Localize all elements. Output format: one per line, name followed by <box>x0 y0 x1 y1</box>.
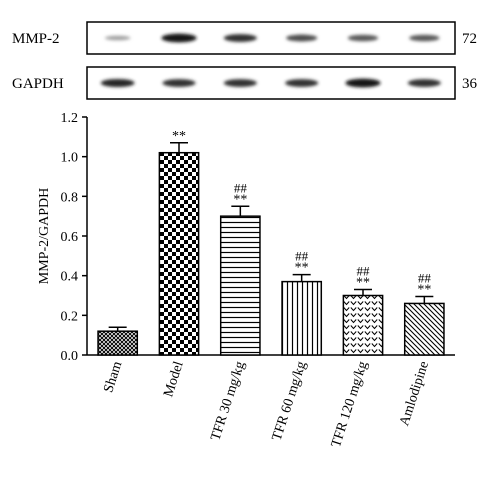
y-tick-label: 0.6 <box>61 230 79 245</box>
x-tick-label: Model <box>161 360 187 400</box>
bar-4 <box>342 294 384 356</box>
blot-frame-gapdh <box>86 66 456 100</box>
bar-2 <box>219 215 261 356</box>
blot-panel-mmp2: MMP-2 72 <box>12 21 477 55</box>
y-tick-label: 1.0 <box>61 151 79 166</box>
y-tick-label: 0.8 <box>61 190 79 205</box>
bar-0 <box>97 330 139 356</box>
blot-band <box>104 35 131 41</box>
blot-band <box>345 78 381 88</box>
blot-frame-mmp2 <box>86 21 456 55</box>
blot-band <box>162 79 196 87</box>
blot-panel-gapdh: GAPDH 36 <box>12 66 478 100</box>
significance-vs-sham: ** <box>417 282 431 297</box>
y-axis-ticks: 0.0 0.2 0.4 0.6 0.8 1.0 1.2 <box>61 111 87 364</box>
x-tick-label: Amlodipine <box>397 360 432 428</box>
y-tick-label: 1.2 <box>61 111 79 126</box>
significance-vs-model: ## <box>357 264 371 279</box>
y-axis-label: MMP-2/GAPDH <box>37 188 52 284</box>
blot-bands-mmp2 <box>104 33 440 43</box>
blot-band <box>161 33 197 43</box>
bar-chart: MMP-2/GAPDH 0.00.20.40.60.81.01.2 ****##… <box>37 111 455 449</box>
bar-series: ****##**##**##**## <box>97 129 445 356</box>
x-tick-label: Sham <box>101 359 125 394</box>
blot-band <box>285 79 319 87</box>
x-tick-label: TFR 120 mg/kg <box>329 360 371 450</box>
blot-bands-gapdh <box>100 78 441 88</box>
blot-band <box>286 34 318 42</box>
bar-3 <box>281 280 323 356</box>
blot-band <box>100 78 135 88</box>
blot-band <box>347 34 379 42</box>
blot-band <box>407 79 441 87</box>
significance-vs-sham: ** <box>233 192 247 207</box>
x-tick-label: TFR 30 mg/kg <box>208 360 248 443</box>
significance-vs-sham: ** <box>356 276 370 291</box>
x-axis-labels: Sham Model TFR 30 mg/kg TFR 60 mg/kg TFR 120… <box>101 359 432 449</box>
blot-size-mmp2: 72 <box>462 31 477 47</box>
significance-vs-model: ## <box>418 270 432 285</box>
significance-vs-sham: ** <box>295 261 309 276</box>
blot-label-gapdh: GAPDH <box>12 76 64 92</box>
bar-1 <box>158 151 200 356</box>
blot-band <box>409 34 440 42</box>
y-tick-label: 0.2 <box>61 309 79 324</box>
blot-size-gapdh: 36 <box>462 76 478 92</box>
blot-band <box>223 34 257 42</box>
y-tick-label: 0.0 <box>61 349 79 364</box>
significance-vs-model: ## <box>234 180 248 195</box>
y-tick-label: 0.4 <box>61 270 79 285</box>
blot-label-mmp2: MMP-2 <box>12 31 60 47</box>
significance-vs-sham: ** <box>172 129 186 144</box>
bar-5 <box>403 302 445 356</box>
blot-band <box>223 79 257 87</box>
significance-vs-model: ## <box>295 249 309 264</box>
x-tick-label: TFR 60 mg/kg <box>270 360 310 443</box>
